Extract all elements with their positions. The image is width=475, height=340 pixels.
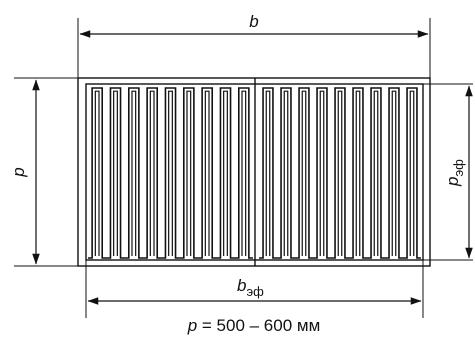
label-p-eff-sub: эф	[451, 159, 466, 177]
svg-text:bэф: bэф	[237, 276, 264, 299]
label-b-eff-sub: эф	[246, 284, 264, 299]
heating-slot	[149, 90, 155, 256]
heating-slot	[337, 90, 343, 256]
label-p-eff: p	[443, 177, 462, 187]
heating-slot	[94, 90, 100, 256]
dimension-b: b	[77, 12, 431, 78]
heating-slot	[265, 90, 271, 256]
svg-text:pэф: pэф	[443, 159, 466, 187]
label-b-eff: b	[237, 276, 246, 295]
heating-slot	[204, 90, 210, 256]
heating-slot	[301, 90, 307, 256]
label-b: b	[249, 12, 258, 31]
heating-slot	[186, 90, 192, 256]
dimension-b-eff: bэф	[85, 260, 424, 318]
heating-slot	[355, 90, 361, 256]
caption: p = 500 – 600 мм	[187, 316, 321, 335]
heating-element-panel-1	[88, 87, 253, 259]
heating-slot	[241, 90, 247, 256]
caption-variable: p	[187, 316, 197, 335]
label-p: p	[9, 167, 28, 177]
heating-slot	[319, 90, 325, 256]
heating-slot	[113, 90, 118, 256]
outer-frame	[77, 77, 431, 267]
heating-slot	[168, 90, 173, 256]
heating-slot	[373, 90, 379, 256]
dimension-p: p	[9, 77, 78, 267]
heating-slot	[409, 90, 415, 256]
caption-range: = 500 – 600 мм	[197, 316, 320, 335]
heating-slot	[391, 90, 397, 256]
heating-slot	[131, 90, 137, 256]
heating-slot	[283, 90, 289, 256]
heating-element-panel-2	[259, 87, 421, 259]
dimension-p-eff: pэф	[423, 83, 473, 261]
heating-element-group	[88, 87, 421, 259]
heating-slot	[223, 90, 228, 256]
